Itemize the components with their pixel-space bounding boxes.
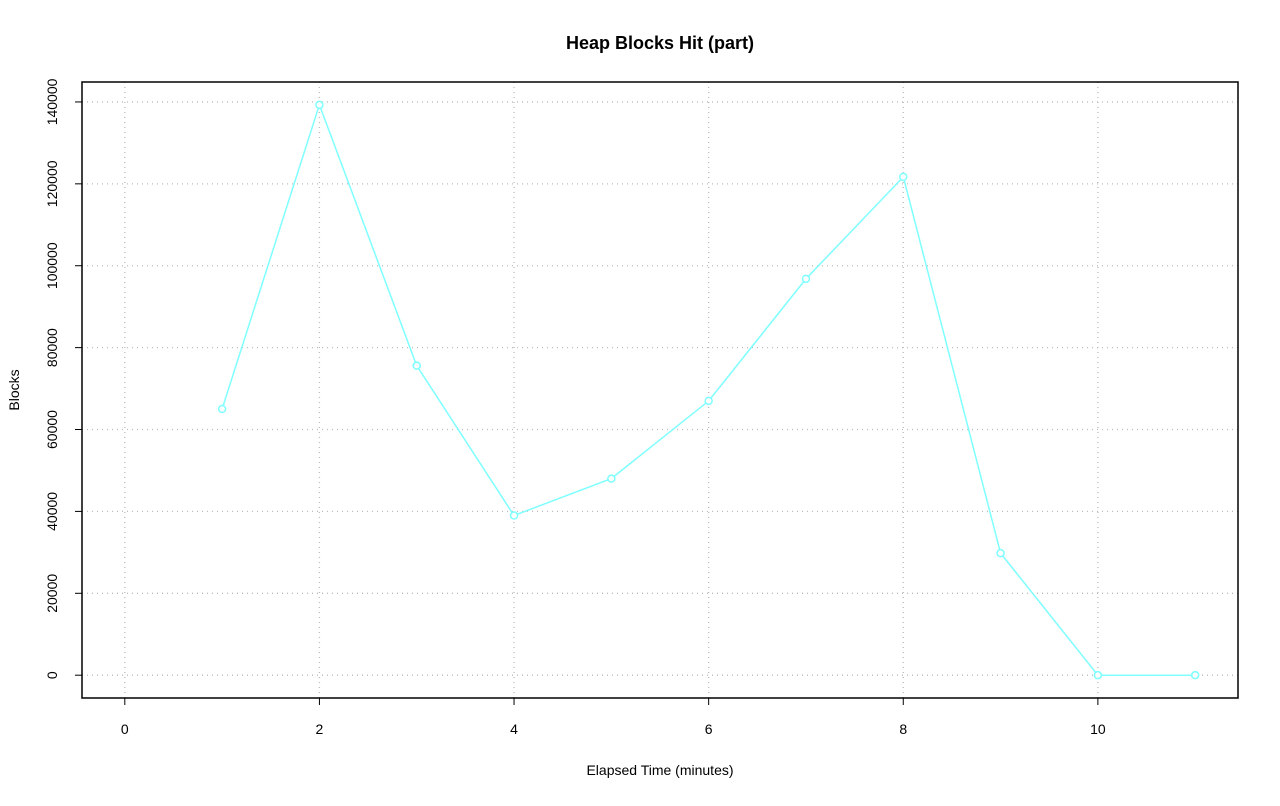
data-point <box>509 511 519 520</box>
x-tick-label: 10 <box>1090 721 1106 737</box>
y-tick-label: 80000 <box>44 328 60 367</box>
x-tick-label: 4 <box>510 721 518 737</box>
chart-title: Heap Blocks Hit (part) <box>566 33 754 53</box>
data-point <box>412 361 421 370</box>
plot-frame <box>81 81 1239 699</box>
data-point <box>1093 670 1103 680</box>
x-tick-label: 6 <box>705 721 713 737</box>
x-tick-label: 8 <box>899 721 907 737</box>
y-tick-label: 60000 <box>44 410 60 449</box>
y-tick-label: 20000 <box>44 574 60 613</box>
data-point <box>1190 670 1200 680</box>
data-point <box>217 404 227 414</box>
x-axis-label: Elapsed Time (minutes) <box>586 762 733 778</box>
data-point <box>801 274 811 284</box>
x-tick-label: 0 <box>121 721 129 737</box>
data-point <box>704 396 713 406</box>
data-point <box>315 100 324 110</box>
y-tick-label: 120000 <box>44 160 60 207</box>
data-point <box>607 474 616 483</box>
y-tick-label: 140000 <box>44 78 60 125</box>
data-point <box>899 172 908 182</box>
y-axis-label: Blocks <box>6 369 22 410</box>
x-tick-label: 2 <box>316 721 324 737</box>
y-tick-label: 100000 <box>44 242 60 289</box>
y-tick-label: 0 <box>44 671 60 679</box>
y-tick-label: 40000 <box>44 492 60 531</box>
data-point <box>996 548 1005 558</box>
